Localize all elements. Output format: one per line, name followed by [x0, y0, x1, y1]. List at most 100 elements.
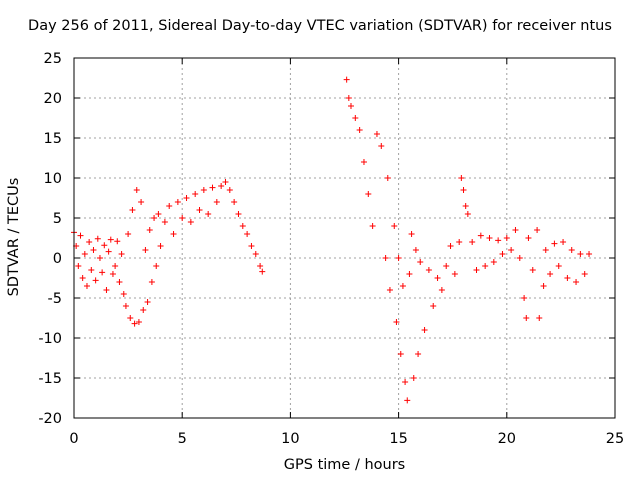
data-point: [508, 247, 515, 253]
data-point: [244, 231, 251, 237]
data-point: [408, 231, 415, 237]
data-point: [438, 287, 445, 293]
data-point: [495, 237, 502, 244]
data-point: [116, 279, 123, 285]
data-point: [447, 243, 454, 249]
data-point: [451, 271, 458, 277]
y-tick-label: -10: [38, 331, 62, 347]
plot-frame: [73, 57, 616, 419]
data-point: [345, 95, 352, 101]
data-point: [460, 187, 467, 193]
data-point: [343, 76, 350, 83]
data-point: [406, 271, 413, 277]
data-point: [127, 315, 134, 321]
data-point: [577, 251, 584, 257]
data-point: [529, 267, 536, 273]
y-tick-label: 5: [53, 211, 62, 227]
data-point: [187, 219, 194, 225]
data-point: [257, 263, 264, 269]
data-point: [83, 283, 90, 289]
x-tick-label: 15: [389, 431, 407, 447]
data-point: [564, 275, 571, 281]
data-point: [482, 263, 489, 269]
data-point: [415, 351, 422, 357]
data-layer: [71, 76, 593, 404]
data-point: [133, 187, 140, 193]
data-point: [525, 235, 532, 241]
data-point: [469, 239, 476, 245]
data-point: [235, 211, 242, 217]
y-tick-label: 20: [44, 91, 62, 107]
y-axis-label: SDTVAR / TECUs: [6, 177, 22, 297]
data-point: [226, 187, 233, 193]
x-tick-label: 0: [69, 431, 78, 447]
x-tick-label: 20: [498, 431, 516, 447]
y-tick-label: 0: [53, 251, 62, 267]
data-point: [536, 315, 543, 321]
data-point: [75, 263, 82, 269]
data-point: [540, 283, 547, 289]
data-point: [205, 211, 212, 217]
data-point: [477, 232, 484, 239]
data-point: [560, 239, 567, 245]
data-point: [395, 255, 402, 261]
data-point: [259, 268, 266, 275]
data-point: [112, 263, 119, 269]
data-point: [443, 263, 450, 269]
data-point: [183, 195, 190, 201]
data-point: [103, 287, 110, 293]
data-point: [516, 255, 523, 261]
data-point: [105, 248, 112, 255]
data-point: [142, 247, 149, 253]
data-point: [586, 251, 593, 257]
data-point: [369, 223, 376, 229]
data-point: [161, 219, 168, 225]
data-point: [101, 242, 108, 249]
data-point: [81, 251, 88, 257]
data-point: [503, 235, 510, 241]
y-tick-label: -20: [38, 411, 62, 427]
data-point: [547, 271, 554, 277]
data-point: [464, 211, 471, 217]
data-point: [573, 279, 580, 285]
data-point: [399, 283, 406, 289]
data-point: [231, 199, 238, 205]
data-point: [144, 299, 151, 305]
y-tick-label: -5: [48, 291, 62, 307]
x-tick-label: 10: [281, 431, 299, 447]
ticks: 0 5 10 15 20 25 -20 -15 -10 -5 0 5 10 15 20 25: [38, 51, 624, 447]
data-point: [118, 251, 125, 257]
data-point: [352, 115, 359, 121]
series-ntus: [71, 76, 593, 404]
data-point: [373, 131, 380, 137]
data-point: [96, 255, 103, 261]
data-point: [77, 232, 84, 239]
data-point: [196, 207, 203, 213]
data-point: [170, 231, 177, 237]
data-point: [365, 191, 372, 197]
y-tick-label: 25: [44, 51, 62, 67]
data-point: [417, 259, 424, 265]
data-point: [239, 223, 246, 229]
data-point: [86, 239, 93, 245]
data-point: [109, 271, 116, 277]
data-point: [209, 184, 216, 191]
data-point: [360, 159, 367, 165]
data-point: [499, 251, 506, 257]
data-point: [192, 191, 199, 197]
data-point: [222, 179, 229, 185]
data-point: [568, 247, 575, 253]
data-point: [166, 203, 173, 209]
data-point: [129, 207, 136, 213]
data-point: [79, 275, 86, 281]
data-point: [99, 269, 106, 276]
data-point: [555, 263, 562, 269]
data-point: [397, 351, 404, 357]
data-point: [140, 307, 147, 313]
data-point: [534, 227, 541, 233]
x-axis-label: GPS time / hours: [283, 457, 406, 473]
data-point: [151, 215, 158, 221]
data-point: [200, 187, 207, 193]
data-point: [347, 103, 354, 109]
